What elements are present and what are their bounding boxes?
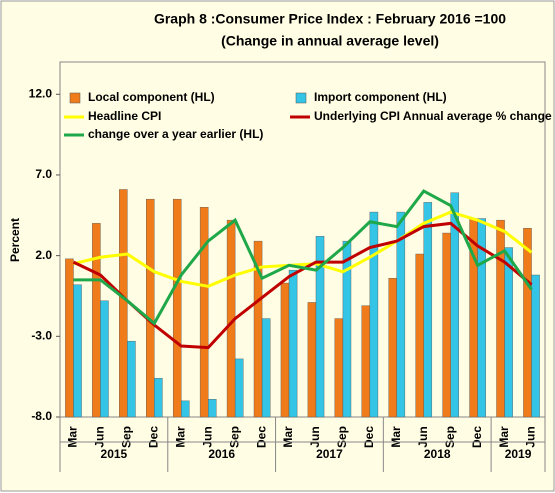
x-tick-label: Jun (93, 426, 107, 447)
x-tick-label: Dec (146, 426, 160, 448)
bar (496, 219, 505, 418)
bar (181, 400, 190, 418)
bar (280, 282, 290, 418)
legend-label: Import component (HL) (314, 90, 447, 104)
legend-label: Local component (HL) (88, 90, 215, 104)
x-tick-label: Sep (335, 426, 349, 448)
bar (334, 318, 344, 418)
x-tick-label: Mar (66, 426, 80, 448)
x-tick-label: Mar (281, 426, 295, 448)
chart-title: Graph 8 :Consumer Price Index : February… (154, 11, 506, 27)
bar (100, 300, 109, 418)
bar (369, 211, 379, 418)
bar (423, 202, 433, 418)
bar (73, 284, 82, 418)
bar (172, 198, 182, 418)
bar (315, 236, 325, 418)
bar (127, 340, 136, 418)
bar (65, 258, 74, 418)
x-tick-label: Mar (173, 426, 187, 448)
bar (146, 198, 155, 418)
y-tick-label: 2.0 (35, 248, 52, 262)
x-tick-label: Jun (308, 426, 322, 447)
bar (342, 240, 352, 418)
x-tick-label: Mar (389, 426, 403, 448)
bar (207, 399, 217, 418)
bar (504, 247, 513, 418)
legend-label: Headline CPI (88, 109, 161, 123)
bar (388, 278, 398, 418)
x-tick-label: Jun (524, 426, 538, 447)
plot-area (59, 61, 546, 418)
bar (154, 378, 163, 418)
y-tick-label: 12.0 (29, 86, 53, 100)
bar (119, 189, 128, 418)
y-tick-label: 7.0 (35, 167, 52, 181)
bar (361, 305, 371, 418)
year-label: 2016 (208, 447, 235, 461)
x-tick-label: Jun (416, 426, 430, 447)
bar (450, 192, 459, 418)
bar (415, 253, 424, 418)
bar (92, 223, 101, 418)
year-label: 2017 (316, 447, 343, 461)
y-tick-label: -8.0 (31, 409, 52, 423)
bar (477, 218, 486, 418)
bar (199, 207, 209, 418)
legend-swatch (295, 92, 307, 104)
line-series (73, 189, 533, 326)
x-tick-label: Sep (120, 426, 134, 448)
x-tick-label: Sep (443, 426, 457, 448)
legend-swatch (69, 92, 81, 104)
legend-label: Underlying CPI Annual average % change (314, 109, 552, 123)
x-tick-label: Dec (470, 426, 484, 448)
year-label: 2015 (101, 447, 128, 461)
legend-label: change over a year earlier (HL) (88, 127, 263, 141)
bar (442, 232, 451, 418)
bar (261, 318, 271, 418)
x-tick-label: Mar (497, 426, 511, 448)
y-tick-label: -3.0 (31, 328, 52, 342)
bar (288, 269, 298, 418)
bar (234, 358, 244, 418)
x-tick-label: Dec (362, 426, 376, 448)
bar (531, 274, 540, 418)
year-label: 2018 (424, 447, 451, 461)
x-tick-label: Sep (227, 426, 241, 448)
bar (307, 302, 317, 418)
x-tick-label: Jun (200, 426, 214, 447)
y-axis-label: Percent (8, 218, 22, 262)
x-tick-label: Dec (254, 426, 268, 448)
year-label: 2019 (505, 447, 532, 461)
chart-subtitle: (Change in annual average level) (221, 33, 439, 49)
bar (523, 228, 532, 418)
bar (396, 211, 406, 418)
